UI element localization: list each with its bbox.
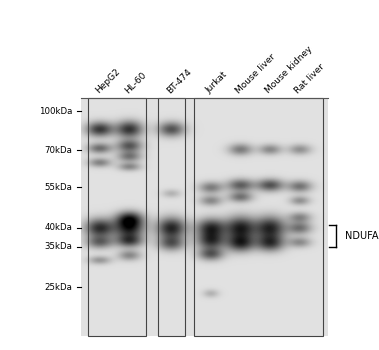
Text: 35kDa: 35kDa [44, 242, 72, 251]
Text: 25kDa: 25kDa [44, 283, 72, 292]
Text: 40kDa: 40kDa [44, 223, 72, 232]
Text: HL-60: HL-60 [123, 70, 148, 95]
Text: Rat liver: Rat liver [293, 62, 326, 95]
Text: Mouse kidney: Mouse kidney [263, 45, 314, 95]
Text: 100kDa: 100kDa [39, 107, 72, 116]
Bar [88, 98, 146, 336]
Bar [194, 98, 323, 336]
Text: Mouse liver: Mouse liver [234, 52, 277, 95]
Text: NDUFA10: NDUFA10 [345, 231, 379, 241]
Text: 55kDa: 55kDa [44, 183, 72, 192]
Text: HepG2: HepG2 [94, 67, 122, 95]
Text: 70kDa: 70kDa [44, 146, 72, 155]
Bar [158, 98, 185, 336]
Text: Jurkat: Jurkat [204, 70, 229, 95]
Text: BT-474: BT-474 [165, 67, 193, 95]
